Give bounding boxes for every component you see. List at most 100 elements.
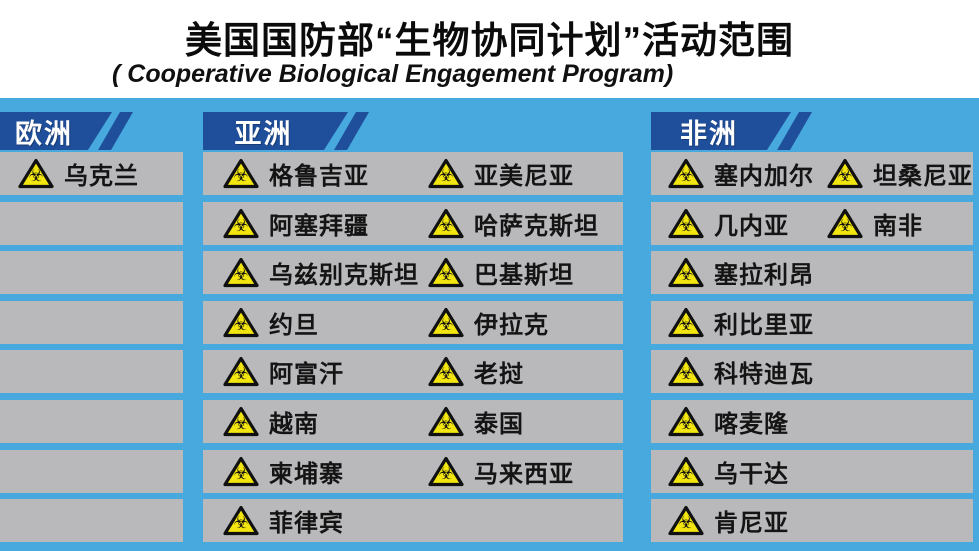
country-entry: ☣ 阿富汗 xyxy=(223,350,344,393)
empty-row xyxy=(0,400,183,443)
biohazard-glyph: ☣ xyxy=(678,513,694,533)
country-row: ☣ 喀麦隆 xyxy=(651,400,973,443)
country-row: ☣ 肯尼亚 xyxy=(651,499,973,542)
country-entry: ☣ 格鲁吉亚 xyxy=(223,152,369,195)
country-row: ☣ 菲律宾 xyxy=(203,499,623,542)
country-row: ☣ 约旦 ☣ 伊拉克 xyxy=(203,301,623,344)
biohazard-glyph: ☣ xyxy=(233,166,249,186)
country-entry: ☣ 乌克兰 xyxy=(18,152,139,195)
country-label: 马来西亚 xyxy=(474,461,574,488)
biohazard-icon: ☣ xyxy=(223,307,259,338)
country-label: 泰国 xyxy=(474,411,524,438)
biohazard-icon: ☣ xyxy=(223,356,259,387)
country-entry: ☣ 越南 xyxy=(223,400,319,443)
page-subtitle: ( Cooperative Biological Engagement Prog… xyxy=(112,60,674,88)
biohazard-icon: ☣ xyxy=(223,257,259,288)
country-entry: ☣ 巴基斯坦 xyxy=(428,251,574,294)
biohazard-icon: ☣ xyxy=(668,456,704,487)
country-row: ☣ 塞内加尔 ☣ 坦桑尼亚 xyxy=(651,152,973,195)
biohazard-icon: ☣ xyxy=(668,356,704,387)
country-row: ☣ 利比里亚 xyxy=(651,301,973,344)
biohazard-glyph: ☣ xyxy=(678,265,694,285)
country-label: 乌克兰 xyxy=(64,163,139,190)
country-label: 科特迪瓦 xyxy=(714,361,814,388)
empty-row xyxy=(0,450,183,493)
biohazard-glyph: ☣ xyxy=(438,166,454,186)
biohazard-glyph: ☣ xyxy=(233,216,249,236)
country-row: ☣ 格鲁吉亚 ☣ 亚美尼亚 xyxy=(203,152,623,195)
country-label: 老挝 xyxy=(474,361,524,388)
biohazard-glyph: ☣ xyxy=(233,513,249,533)
column-title: 非洲 xyxy=(680,118,738,149)
column-title: 亚洲 xyxy=(234,118,293,149)
biohazard-glyph: ☣ xyxy=(438,265,454,285)
empty-row xyxy=(0,251,183,294)
biohazard-glyph: ☣ xyxy=(233,315,249,335)
country-row: ☣ 塞拉利昂 xyxy=(651,251,973,294)
country-row: ☣ 柬埔寨 ☣ 马来西亚 xyxy=(203,450,623,493)
banner-shape: 非洲 xyxy=(651,112,791,150)
country-entry: ☣ 哈萨克斯坦 xyxy=(428,202,599,245)
biohazard-icon: ☣ xyxy=(428,406,464,437)
country-label: 亚美尼亚 xyxy=(474,163,574,190)
column-title: 欧洲 xyxy=(15,118,73,149)
biohazard-glyph: ☣ xyxy=(438,364,454,384)
biohazard-glyph: ☣ xyxy=(678,166,694,186)
biohazard-icon: ☣ xyxy=(223,158,259,189)
country-label: 南非 xyxy=(873,213,923,240)
country-entry: ☣ 南非 xyxy=(827,202,923,245)
biohazard-icon: ☣ xyxy=(18,158,54,189)
country-label: 哈萨克斯坦 xyxy=(474,213,599,240)
column-asia: 亚洲 ☣ 格鲁吉亚 ☣ 亚美尼亚 ☣ 阿塞拜疆 xyxy=(203,98,623,551)
country-label: 坦桑尼亚 xyxy=(873,163,973,190)
country-label: 喀麦隆 xyxy=(714,411,789,438)
column-europe: 欧洲 ☣ 乌克兰 xyxy=(0,98,183,551)
country-entry: ☣ 喀麦隆 xyxy=(668,400,789,443)
biohazard-icon: ☣ xyxy=(668,257,704,288)
country-entry: ☣ 老挝 xyxy=(428,350,524,393)
country-entry: ☣ 利比里亚 xyxy=(668,301,814,344)
biohazard-icon: ☣ xyxy=(668,307,704,338)
biohazard-glyph: ☣ xyxy=(678,315,694,335)
country-row: ☣ 科特迪瓦 xyxy=(651,350,973,393)
country-entry: ☣ 马来西亚 xyxy=(428,450,574,493)
country-entry: ☣ 几内亚 xyxy=(668,202,789,245)
country-entry: ☣ 柬埔寨 xyxy=(223,450,344,493)
page-title: 美国国防部“生物协同计划”活动范围 xyxy=(185,20,794,61)
country-label: 格鲁吉亚 xyxy=(269,163,369,190)
biohazard-glyph: ☣ xyxy=(438,216,454,236)
biohazard-glyph: ☣ xyxy=(837,166,853,186)
country-label: 越南 xyxy=(269,411,319,438)
country-label: 柬埔寨 xyxy=(269,461,344,488)
country-label: 塞内加尔 xyxy=(714,163,814,190)
country-row: ☣ 阿塞拜疆 ☣ 哈萨克斯坦 xyxy=(203,202,623,245)
empty-row xyxy=(0,499,183,542)
content-panel: 欧洲 ☣ 乌克兰 亚洲 ☣ 格鲁吉亚 xyxy=(0,98,979,551)
biohazard-glyph: ☣ xyxy=(678,364,694,384)
biohazard-icon: ☣ xyxy=(668,406,704,437)
country-entry: ☣ 菲律宾 xyxy=(223,499,344,542)
country-entry: ☣ 亚美尼亚 xyxy=(428,152,574,195)
country-row: ☣ 阿富汗 ☣ 老挝 xyxy=(203,350,623,393)
biohazard-icon: ☣ xyxy=(428,356,464,387)
country-entry: ☣ 乌干达 xyxy=(668,450,789,493)
banner-shape: 亚洲 xyxy=(203,112,348,150)
biohazard-icon: ☣ xyxy=(428,158,464,189)
empty-row xyxy=(0,350,183,393)
country-row: ☣ 越南 ☣ 泰国 xyxy=(203,400,623,443)
biohazard-glyph: ☣ xyxy=(678,414,694,434)
biohazard-icon: ☣ xyxy=(827,158,863,189)
country-label: 阿塞拜疆 xyxy=(269,213,369,240)
country-row: ☣ 乌克兰 xyxy=(0,152,183,195)
biohazard-icon: ☣ xyxy=(668,158,704,189)
biohazard-glyph: ☣ xyxy=(438,315,454,335)
country-row: ☣ 乌兹别克斯坦 ☣ 巴基斯坦 xyxy=(203,251,623,294)
biohazard-icon: ☣ xyxy=(428,257,464,288)
biohazard-icon: ☣ xyxy=(223,208,259,239)
biohazard-glyph: ☣ xyxy=(233,364,249,384)
country-label: 肯尼亚 xyxy=(714,510,789,537)
country-entry: ☣ 约旦 xyxy=(223,301,319,344)
country-label: 巴基斯坦 xyxy=(474,262,574,289)
country-label: 乌干达 xyxy=(714,461,789,488)
biohazard-glyph: ☣ xyxy=(28,166,44,186)
